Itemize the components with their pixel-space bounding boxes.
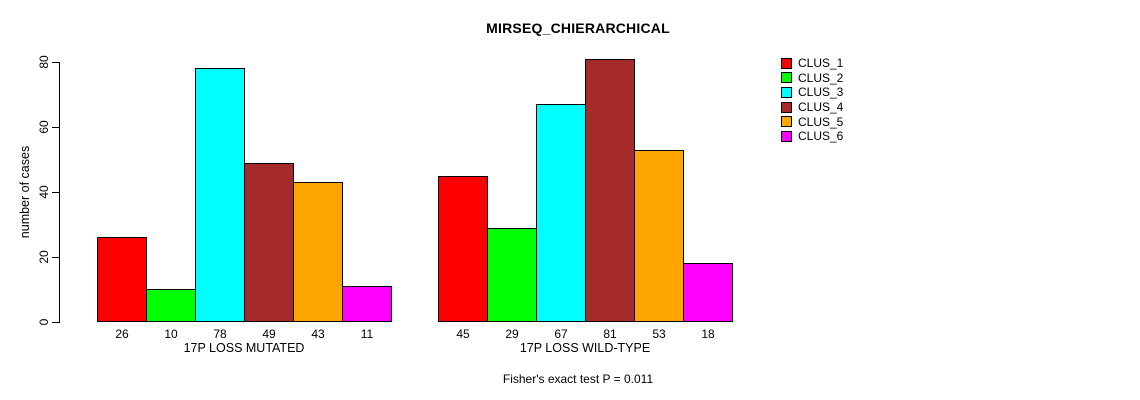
y-axis-tick-label: 20 (37, 250, 51, 264)
bar-clus_5 (293, 182, 343, 322)
legend-label: CLUS_3 (798, 85, 844, 100)
y-axis-tick (52, 127, 59, 128)
bar-clus_4 (244, 163, 294, 322)
y-axis-tick-label: 40 (37, 185, 51, 199)
bar-clus_5 (634, 150, 684, 322)
y-axis-tick (52, 322, 59, 323)
legend-swatch-clus_2 (781, 72, 792, 84)
legend-label: CLUS_2 (798, 70, 844, 85)
legend-swatch-clus_1 (781, 57, 792, 69)
bar-value-label: 81 (603, 327, 617, 341)
group-label: 17P LOSS WILD-TYPE (519, 341, 651, 355)
y-axis-tick (52, 192, 59, 193)
bar-clus_3 (195, 68, 245, 322)
bar-value-label: 11 (360, 327, 374, 341)
y-axis-line (59, 62, 60, 323)
bar-clus_1 (97, 237, 147, 322)
legend-item: CLUS_4 (781, 100, 843, 115)
legend-label: CLUS_1 (798, 56, 844, 71)
bar-value-label: 67 (554, 327, 568, 341)
legend: CLUS_1 CLUS_2 CLUS_3 CLUS_4 CLUS_5 CLUS_6 (781, 56, 843, 144)
bar-value-label: 49 (262, 327, 276, 341)
legend-item: CLUS_6 (781, 129, 843, 144)
legend-label: CLUS_5 (798, 114, 844, 129)
legend-item: CLUS_1 (781, 56, 843, 71)
legend-label: CLUS_4 (798, 100, 844, 115)
bar-clus_2 (146, 289, 196, 322)
y-axis-tick-label: 60 (37, 120, 51, 134)
legend-label: CLUS_6 (798, 129, 844, 144)
caption: Fisher's exact test P = 0.011 (502, 372, 654, 386)
legend-item: CLUS_3 (781, 85, 843, 100)
legend-item: CLUS_5 (781, 114, 843, 129)
bar-clus_6 (342, 286, 392, 322)
bar-value-label: 78 (213, 327, 227, 341)
legend-swatch-clus_3 (781, 86, 792, 98)
bar-value-label: 26 (115, 327, 129, 341)
y-axis-tick-label: 0 (37, 318, 51, 326)
bar-value-label: 10 (164, 327, 178, 341)
bar-value-label: 18 (701, 327, 715, 341)
legend-swatch-clus_5 (781, 116, 792, 128)
y-axis-tick (52, 257, 59, 258)
bar-value-label: 53 (652, 327, 666, 341)
y-axis-tick-label: 80 (37, 55, 51, 69)
bar-clus_2 (487, 228, 537, 322)
legend-item: CLUS_2 (781, 71, 843, 86)
bar-clus_3 (536, 104, 586, 322)
bar-value-label: 45 (456, 327, 470, 341)
y-axis-label: number of cases (18, 145, 32, 239)
group-label: 17P LOSS MUTATED (183, 341, 305, 355)
y-axis-tick (52, 62, 59, 63)
chart-title: MIRSEQ_CHIERARCHICAL (486, 20, 670, 36)
bar-value-label: 29 (505, 327, 519, 341)
bar-clus_1 (438, 176, 488, 322)
legend-swatch-clus_6 (781, 130, 792, 142)
legend-swatch-clus_4 (781, 101, 792, 113)
bar-clus_6 (683, 263, 733, 322)
bar-value-label: 43 (311, 327, 325, 341)
bar-clus_4 (585, 59, 635, 322)
